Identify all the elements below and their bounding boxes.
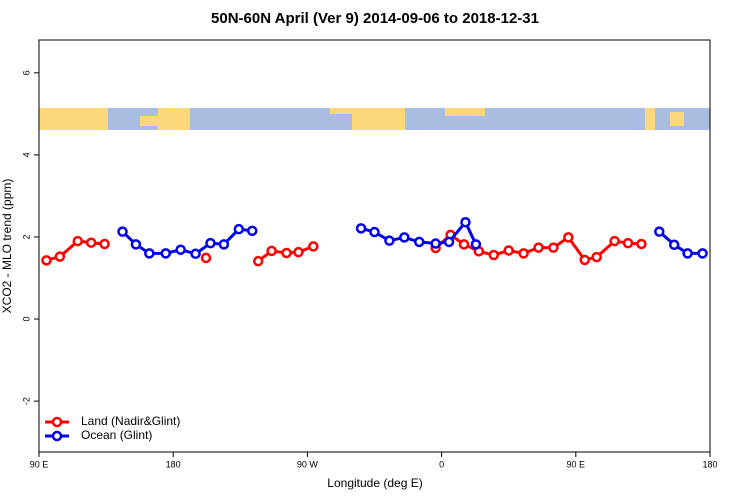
point bbox=[399, 232, 410, 243]
y-tick-label: -2 bbox=[21, 397, 31, 405]
y-tick-label: 6 bbox=[21, 70, 31, 75]
point bbox=[99, 238, 110, 250]
point bbox=[458, 239, 470, 250]
point bbox=[200, 252, 212, 264]
point bbox=[443, 236, 455, 248]
map-strip bbox=[39, 108, 710, 130]
point bbox=[175, 244, 186, 255]
x-tick-label: 90 E bbox=[567, 459, 586, 469]
x-axis-label: Longitude (deg E) bbox=[327, 476, 422, 490]
x-tick-label: 180 bbox=[702, 459, 717, 469]
point bbox=[293, 246, 304, 258]
point bbox=[355, 223, 367, 234]
point bbox=[205, 237, 216, 249]
point bbox=[218, 239, 230, 250]
point bbox=[144, 248, 155, 259]
point bbox=[609, 235, 620, 247]
point bbox=[488, 249, 500, 261]
point bbox=[548, 242, 559, 253]
point bbox=[41, 255, 52, 266]
point bbox=[117, 226, 128, 237]
point bbox=[85, 237, 97, 248]
legend-label: Ocean (Glint) bbox=[81, 428, 152, 442]
point bbox=[246, 225, 258, 237]
point bbox=[682, 248, 693, 259]
point bbox=[160, 248, 171, 259]
x-tick-label: 90 E bbox=[30, 459, 49, 469]
point bbox=[460, 216, 471, 228]
point bbox=[369, 226, 380, 238]
point bbox=[591, 251, 602, 263]
point bbox=[503, 245, 514, 256]
legend-marker bbox=[51, 430, 63, 442]
point bbox=[190, 248, 201, 260]
point bbox=[233, 223, 245, 235]
point bbox=[413, 236, 425, 248]
point bbox=[130, 239, 142, 250]
point bbox=[518, 248, 529, 259]
point bbox=[697, 248, 708, 259]
point bbox=[470, 239, 482, 250]
y-tick-label: 4 bbox=[21, 152, 31, 157]
point bbox=[384, 235, 395, 246]
legend-label: Land (Nadir&Glint) bbox=[81, 414, 180, 428]
point bbox=[668, 239, 680, 251]
x-tick-label: 90 W bbox=[297, 459, 319, 469]
point bbox=[281, 247, 292, 259]
y-tick-label: 0 bbox=[21, 317, 31, 322]
x-tick-label: 180 bbox=[166, 459, 181, 469]
point bbox=[252, 255, 264, 267]
point bbox=[533, 242, 544, 253]
point bbox=[636, 238, 647, 250]
y-axis-label: XCO2 - MLO trend (ppm) bbox=[0, 179, 14, 314]
legend: Land (Nadir&Glint)Ocean (Glint) bbox=[45, 414, 180, 442]
plot-frame bbox=[38, 39, 711, 453]
y-tick-label: 2 bbox=[21, 234, 31, 239]
point bbox=[579, 254, 590, 266]
point bbox=[54, 251, 66, 262]
chart-title: 50N-60N April (Ver 9) 2014-09-06 to 2018… bbox=[211, 10, 539, 27]
point bbox=[563, 232, 574, 243]
point bbox=[72, 235, 84, 247]
point bbox=[622, 237, 634, 249]
point bbox=[266, 245, 277, 257]
point bbox=[654, 226, 665, 237]
point bbox=[430, 238, 441, 249]
legend-marker bbox=[51, 416, 63, 428]
x-tick-label: 0 bbox=[439, 459, 444, 469]
point bbox=[308, 241, 319, 252]
